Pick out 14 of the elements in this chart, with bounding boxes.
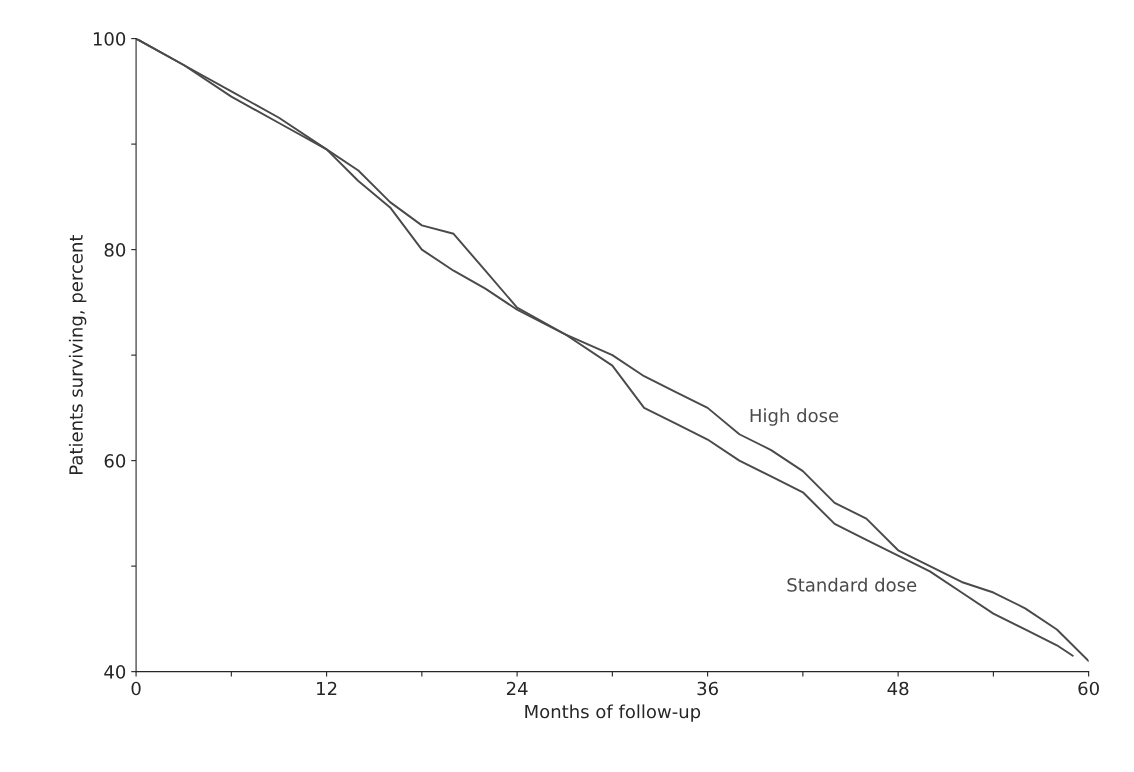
series-label: Standard dose <box>787 577 917 592</box>
x-axis-title: Months of follow-up <box>525 704 701 722</box>
x-tick-label: 48 <box>887 681 909 696</box>
x-tick-label: 36 <box>697 681 718 696</box>
y-tick-label: 40 <box>104 665 126 679</box>
x-tick-label: 60 <box>1078 681 1099 696</box>
y-tick-label: 80 <box>104 243 126 257</box>
y-tick-label: 100 <box>93 32 126 46</box>
x-tick-label: 24 <box>506 681 528 696</box>
x-tick-label: 12 <box>317 681 337 696</box>
y-tick-label: 60 <box>104 454 126 468</box>
series-label: High dose <box>750 408 839 426</box>
x-tick-label: 0 <box>131 681 141 696</box>
y-axis-title: Patients surviving, percent <box>68 234 87 474</box>
